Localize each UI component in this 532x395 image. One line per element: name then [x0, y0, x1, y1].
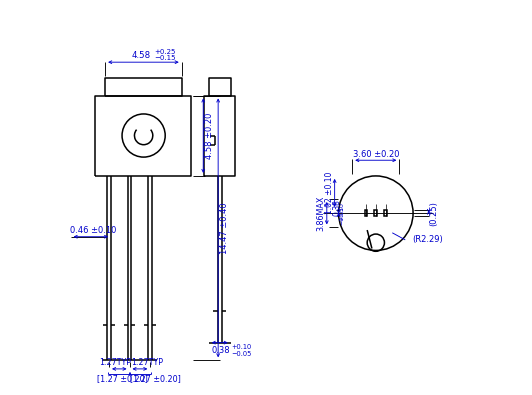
Text: 1.27TYP: 1.27TYP — [131, 358, 163, 367]
Text: +0.25: +0.25 — [154, 49, 176, 55]
Text: 0.38: 0.38 — [333, 199, 342, 216]
Text: 0.38: 0.38 — [211, 346, 230, 355]
Text: +0.10: +0.10 — [339, 202, 345, 221]
Bar — [384, 210, 387, 216]
Text: 3.86MAX: 3.86MAX — [317, 196, 326, 231]
Text: 4.58: 4.58 — [132, 51, 151, 60]
Text: 3.60 ±0.20: 3.60 ±0.20 — [353, 150, 399, 159]
Text: −0.05: −0.05 — [231, 351, 252, 357]
Bar — [375, 210, 377, 216]
Text: 0.46 ±0.10: 0.46 ±0.10 — [70, 226, 117, 235]
Text: −0.15: −0.15 — [154, 55, 176, 61]
Text: [1.27 ±0.20]: [1.27 ±0.20] — [97, 374, 148, 383]
Text: (R2.29): (R2.29) — [412, 235, 443, 245]
Text: 4.58 ±0.20: 4.58 ±0.20 — [205, 113, 214, 159]
Text: 1.02 ±0.10: 1.02 ±0.10 — [326, 172, 335, 214]
Text: 14.47 ±0.40: 14.47 ±0.40 — [220, 202, 229, 254]
Text: −0.05: −0.05 — [339, 206, 345, 225]
Text: 1.27TYP: 1.27TYP — [99, 358, 131, 367]
Bar — [364, 210, 368, 216]
Text: +0.10: +0.10 — [231, 344, 252, 350]
Text: (0.25): (0.25) — [429, 201, 438, 226]
Text: [1.27 ±0.20]: [1.27 ±0.20] — [129, 374, 180, 383]
